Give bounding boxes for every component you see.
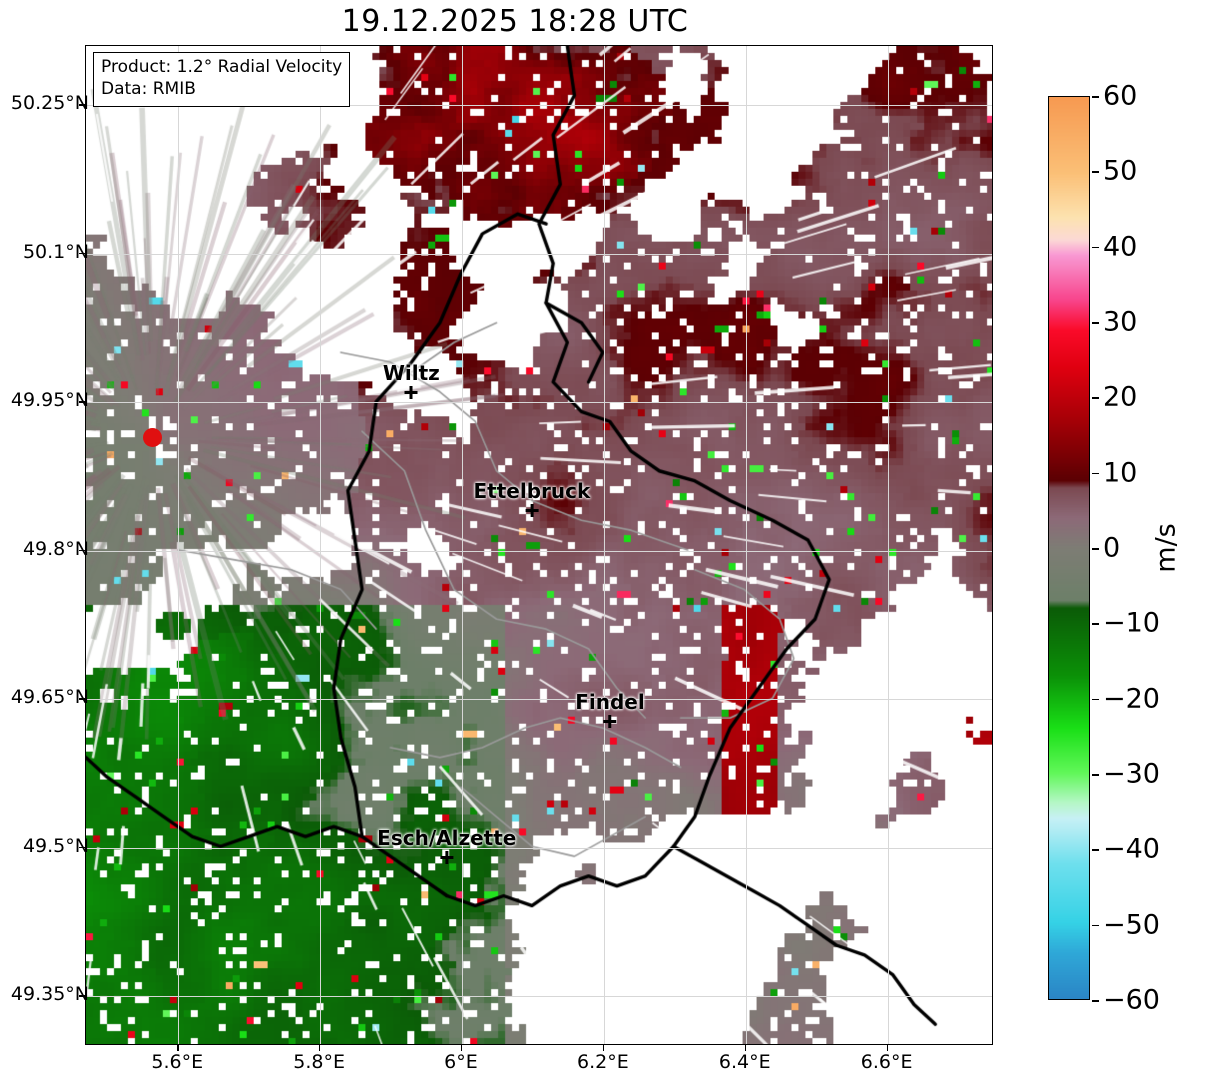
y-tick-mark bbox=[79, 104, 85, 106]
colorbar-tick-label: 0 bbox=[1103, 532, 1121, 564]
y-tick-mark bbox=[79, 252, 85, 255]
colorbar-tick-label: 20 bbox=[1103, 381, 1138, 413]
y-axis-tick-label: 50.25°N bbox=[10, 92, 89, 115]
colorbar-tick-label: 60 bbox=[1103, 80, 1138, 112]
y-axis-tick-label: 49.65°N bbox=[10, 686, 89, 709]
x-axis-tick-label: 6.4°E bbox=[718, 1051, 771, 1073]
colorbar-tick-mark bbox=[1092, 1000, 1099, 1002]
page-title: 19.12.2025 18:28 UTC bbox=[341, 4, 689, 39]
cross-marker-icon bbox=[440, 850, 454, 864]
gridline-horizontal bbox=[86, 253, 992, 255]
x-tick-mark bbox=[319, 1045, 321, 1051]
gridline-horizontal bbox=[86, 847, 992, 849]
cross-marker-icon bbox=[603, 715, 617, 729]
gridline-vertical bbox=[745, 46, 747, 1044]
colorbar-tick-label: 30 bbox=[1103, 306, 1138, 338]
colorbar-tick-mark bbox=[1092, 774, 1099, 776]
colorbar-tick-mark bbox=[1092, 548, 1099, 550]
cross-marker-icon bbox=[404, 385, 418, 399]
x-tick-mark bbox=[602, 1045, 605, 1051]
city-label: Findel bbox=[575, 690, 645, 715]
radar-map-plot bbox=[85, 45, 993, 1045]
y-tick-mark bbox=[79, 549, 85, 552]
colorbar-tick-label: 50 bbox=[1103, 155, 1138, 187]
city-marker-wiltz: Wiltz bbox=[383, 361, 440, 399]
city-label: Wiltz bbox=[382, 360, 440, 385]
y-axis-tick-label: 49.5°N bbox=[22, 834, 89, 857]
gridline-horizontal bbox=[86, 105, 992, 107]
x-tick-mark bbox=[177, 1045, 179, 1051]
city-marker-ettelbruck: Ettelbruck bbox=[473, 479, 591, 518]
y-tick-mark bbox=[79, 995, 85, 997]
colorbar bbox=[1048, 96, 1090, 1000]
colorbar-tick-mark bbox=[1092, 397, 1099, 399]
y-axis-tick-label: 50.1°N bbox=[22, 240, 89, 263]
radar-site-marker bbox=[142, 427, 162, 447]
gridline-vertical bbox=[320, 46, 322, 1044]
city-label: Ettelbruck bbox=[473, 479, 591, 504]
colorbar-tick-mark bbox=[1092, 698, 1099, 701]
y-axis-tick-label: 49.35°N bbox=[10, 983, 89, 1006]
colorbar-tick-mark bbox=[1092, 171, 1099, 173]
colorbar-tick-label: −10 bbox=[1103, 607, 1160, 639]
y-tick-mark bbox=[79, 401, 85, 403]
city-label: Esch/Alzette bbox=[377, 825, 517, 850]
x-tick-mark bbox=[886, 1045, 888, 1051]
colorbar-tick-label: 40 bbox=[1103, 231, 1138, 263]
colorbar-tick-mark bbox=[1092, 322, 1099, 324]
colorbar-tick-label: 10 bbox=[1103, 457, 1138, 489]
colorbar-tick-label: −20 bbox=[1103, 683, 1160, 715]
y-tick-mark bbox=[79, 846, 85, 849]
y-axis-tick-label: 49.95°N bbox=[10, 389, 89, 412]
city-marker-findel: Findel bbox=[575, 690, 645, 729]
colorbar-tick-label: −50 bbox=[1103, 909, 1160, 941]
colorbar-tick-mark bbox=[1092, 472, 1099, 475]
gridline-horizontal bbox=[86, 699, 992, 701]
x-axis-tick-label: 5.8°E bbox=[293, 1051, 345, 1073]
gridline-horizontal bbox=[86, 996, 992, 998]
x-axis-tick-label: 6.6°E bbox=[860, 1051, 913, 1073]
colorbar-tick-mark bbox=[1092, 246, 1099, 249]
cross-marker-icon bbox=[525, 504, 539, 518]
data-source-line: Data: RMIB bbox=[101, 78, 196, 99]
colorbar-tick-label: −60 bbox=[1103, 984, 1160, 1016]
colorbar-tick-mark bbox=[1092, 849, 1099, 851]
x-tick-mark bbox=[744, 1045, 747, 1051]
city-marker-esch-alzette: Esch/Alzette bbox=[377, 826, 516, 864]
gridline-vertical bbox=[603, 46, 605, 1044]
product-line: Product: 1.2° Radial Velocity bbox=[101, 57, 343, 77]
x-axis-tick-label: 6°E bbox=[444, 1051, 478, 1073]
colorbar-tick-label: −30 bbox=[1103, 758, 1160, 790]
colorbar-unit-label: m/s bbox=[1150, 523, 1182, 573]
colorbar-tick-label: −40 bbox=[1103, 833, 1160, 865]
x-tick-mark bbox=[460, 1045, 463, 1051]
colorbar-tick-mark bbox=[1092, 96, 1099, 98]
colorbar-tick-mark bbox=[1092, 924, 1099, 927]
x-axis-tick-label: 6.2°E bbox=[576, 1051, 629, 1073]
y-tick-mark bbox=[79, 698, 85, 700]
y-axis-tick-label: 49.8°N bbox=[22, 537, 89, 560]
gridline-vertical bbox=[461, 46, 463, 1044]
radar-echo-layer bbox=[86, 46, 992, 1044]
gridline-horizontal bbox=[86, 550, 992, 552]
colorbar-tick-mark bbox=[1092, 623, 1099, 625]
gridline-horizontal bbox=[86, 402, 992, 404]
gridline-vertical bbox=[178, 46, 180, 1044]
product-info-box: Product: 1.2° Radial Velocity Data: RMIB bbox=[93, 52, 351, 107]
x-axis-tick-label: 5.6°E bbox=[151, 1051, 204, 1073]
gridline-vertical bbox=[887, 46, 889, 1044]
